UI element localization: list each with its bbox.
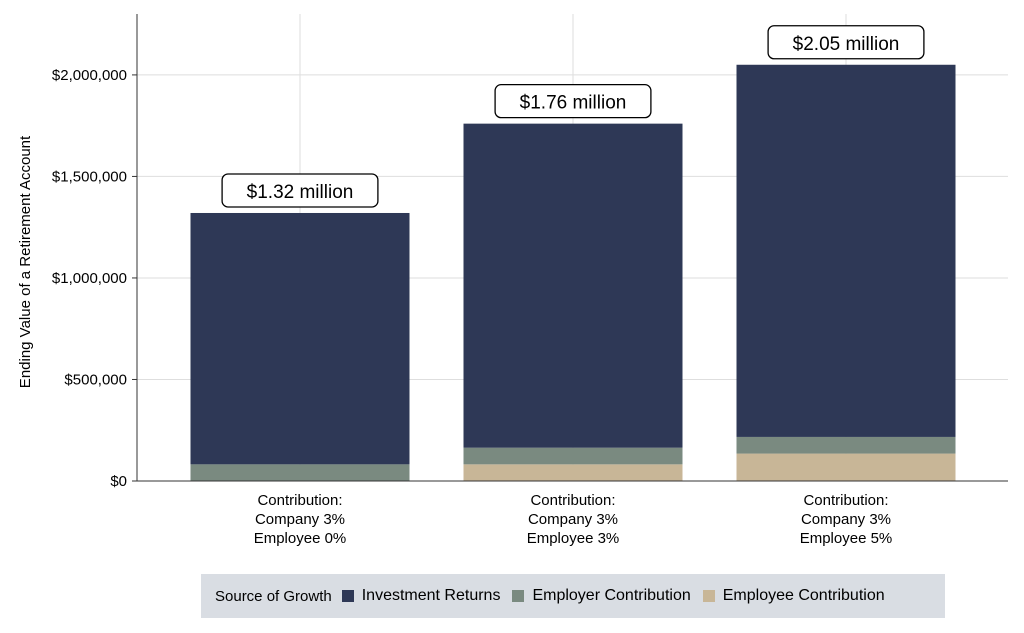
x-tick-label: Contribution:	[803, 492, 888, 509]
total-label-box	[767, 25, 925, 60]
y-axis-label: Ending Value of a Retirement Account	[17, 135, 34, 388]
y-tick-label: $1,500,000	[52, 168, 127, 185]
legend-swatch-employee-contribution	[702, 590, 715, 602]
total-label-text: $1.32 million	[247, 182, 354, 203]
x-tick-label: Contribution:	[257, 492, 342, 509]
y-tick-label: $2,000,000	[52, 67, 127, 84]
x-tick-label: Employee 5%	[800, 530, 893, 547]
axes	[132, 14, 1008, 482]
y-tick-label: $1,000,000	[52, 270, 127, 287]
legend-label-investment-returns: Investment Returns	[361, 587, 501, 604]
y-tick-labels: $0 $500,000 $1,000,000 $1,500,000 $2,000,000	[52, 67, 127, 490]
x-tick-label: Company 3%	[528, 511, 618, 528]
legend-item-employer-contribution: Employer Contribution	[512, 587, 691, 605]
legend-label-employee-contribution: Employee Contribution	[722, 587, 885, 604]
total-label-text: $2.05 million	[793, 34, 900, 55]
x-tick-label: Company 3%	[801, 511, 891, 528]
bar-segment	[463, 123, 683, 448]
bar-segment	[463, 464, 683, 481]
legend-swatch-investment-returns	[341, 590, 354, 602]
legend-item-employee-contribution: Employee Contribution	[702, 587, 885, 605]
legend-title: Source of Growth	[215, 587, 332, 605]
legend-label-employer-contribution: Employer Contribution	[532, 587, 691, 604]
bar-segment	[463, 447, 683, 465]
total-label-box	[494, 83, 652, 119]
x-tick-label: Company 3%	[255, 511, 345, 528]
x-tick-label: Employee 3%	[527, 530, 620, 547]
total-label-text: $1.76 million	[520, 93, 627, 114]
x-tick-label: Employee 0%	[254, 530, 347, 547]
x-tick-label: Contribution:	[530, 492, 615, 509]
total-label-box	[221, 173, 379, 208]
total-label: $1.32 million	[221, 173, 379, 208]
y-tick-label: $500,000	[64, 371, 127, 388]
bar-segment	[190, 464, 410, 481]
total-labels: $1.32 million $1.76 million $2.05 million	[221, 25, 925, 208]
total-label: $1.76 million	[494, 83, 652, 119]
bars	[190, 64, 956, 481]
legend-swatch-employer-contribution	[512, 590, 525, 602]
bar-segment	[736, 453, 956, 481]
bar-segment	[190, 212, 410, 465]
legend: Source of Growth Investment Returns Empl…	[201, 574, 945, 618]
legend-item-investment-returns: Investment Returns	[341, 587, 501, 605]
x-tick-labels: Contribution: Company 3% Employee 0% Contri…	[254, 492, 893, 547]
bar-segment	[736, 64, 956, 437]
y-tick-label: $0	[110, 473, 127, 490]
total-label: $2.05 million	[767, 25, 925, 60]
bar-segment	[736, 436, 956, 454]
